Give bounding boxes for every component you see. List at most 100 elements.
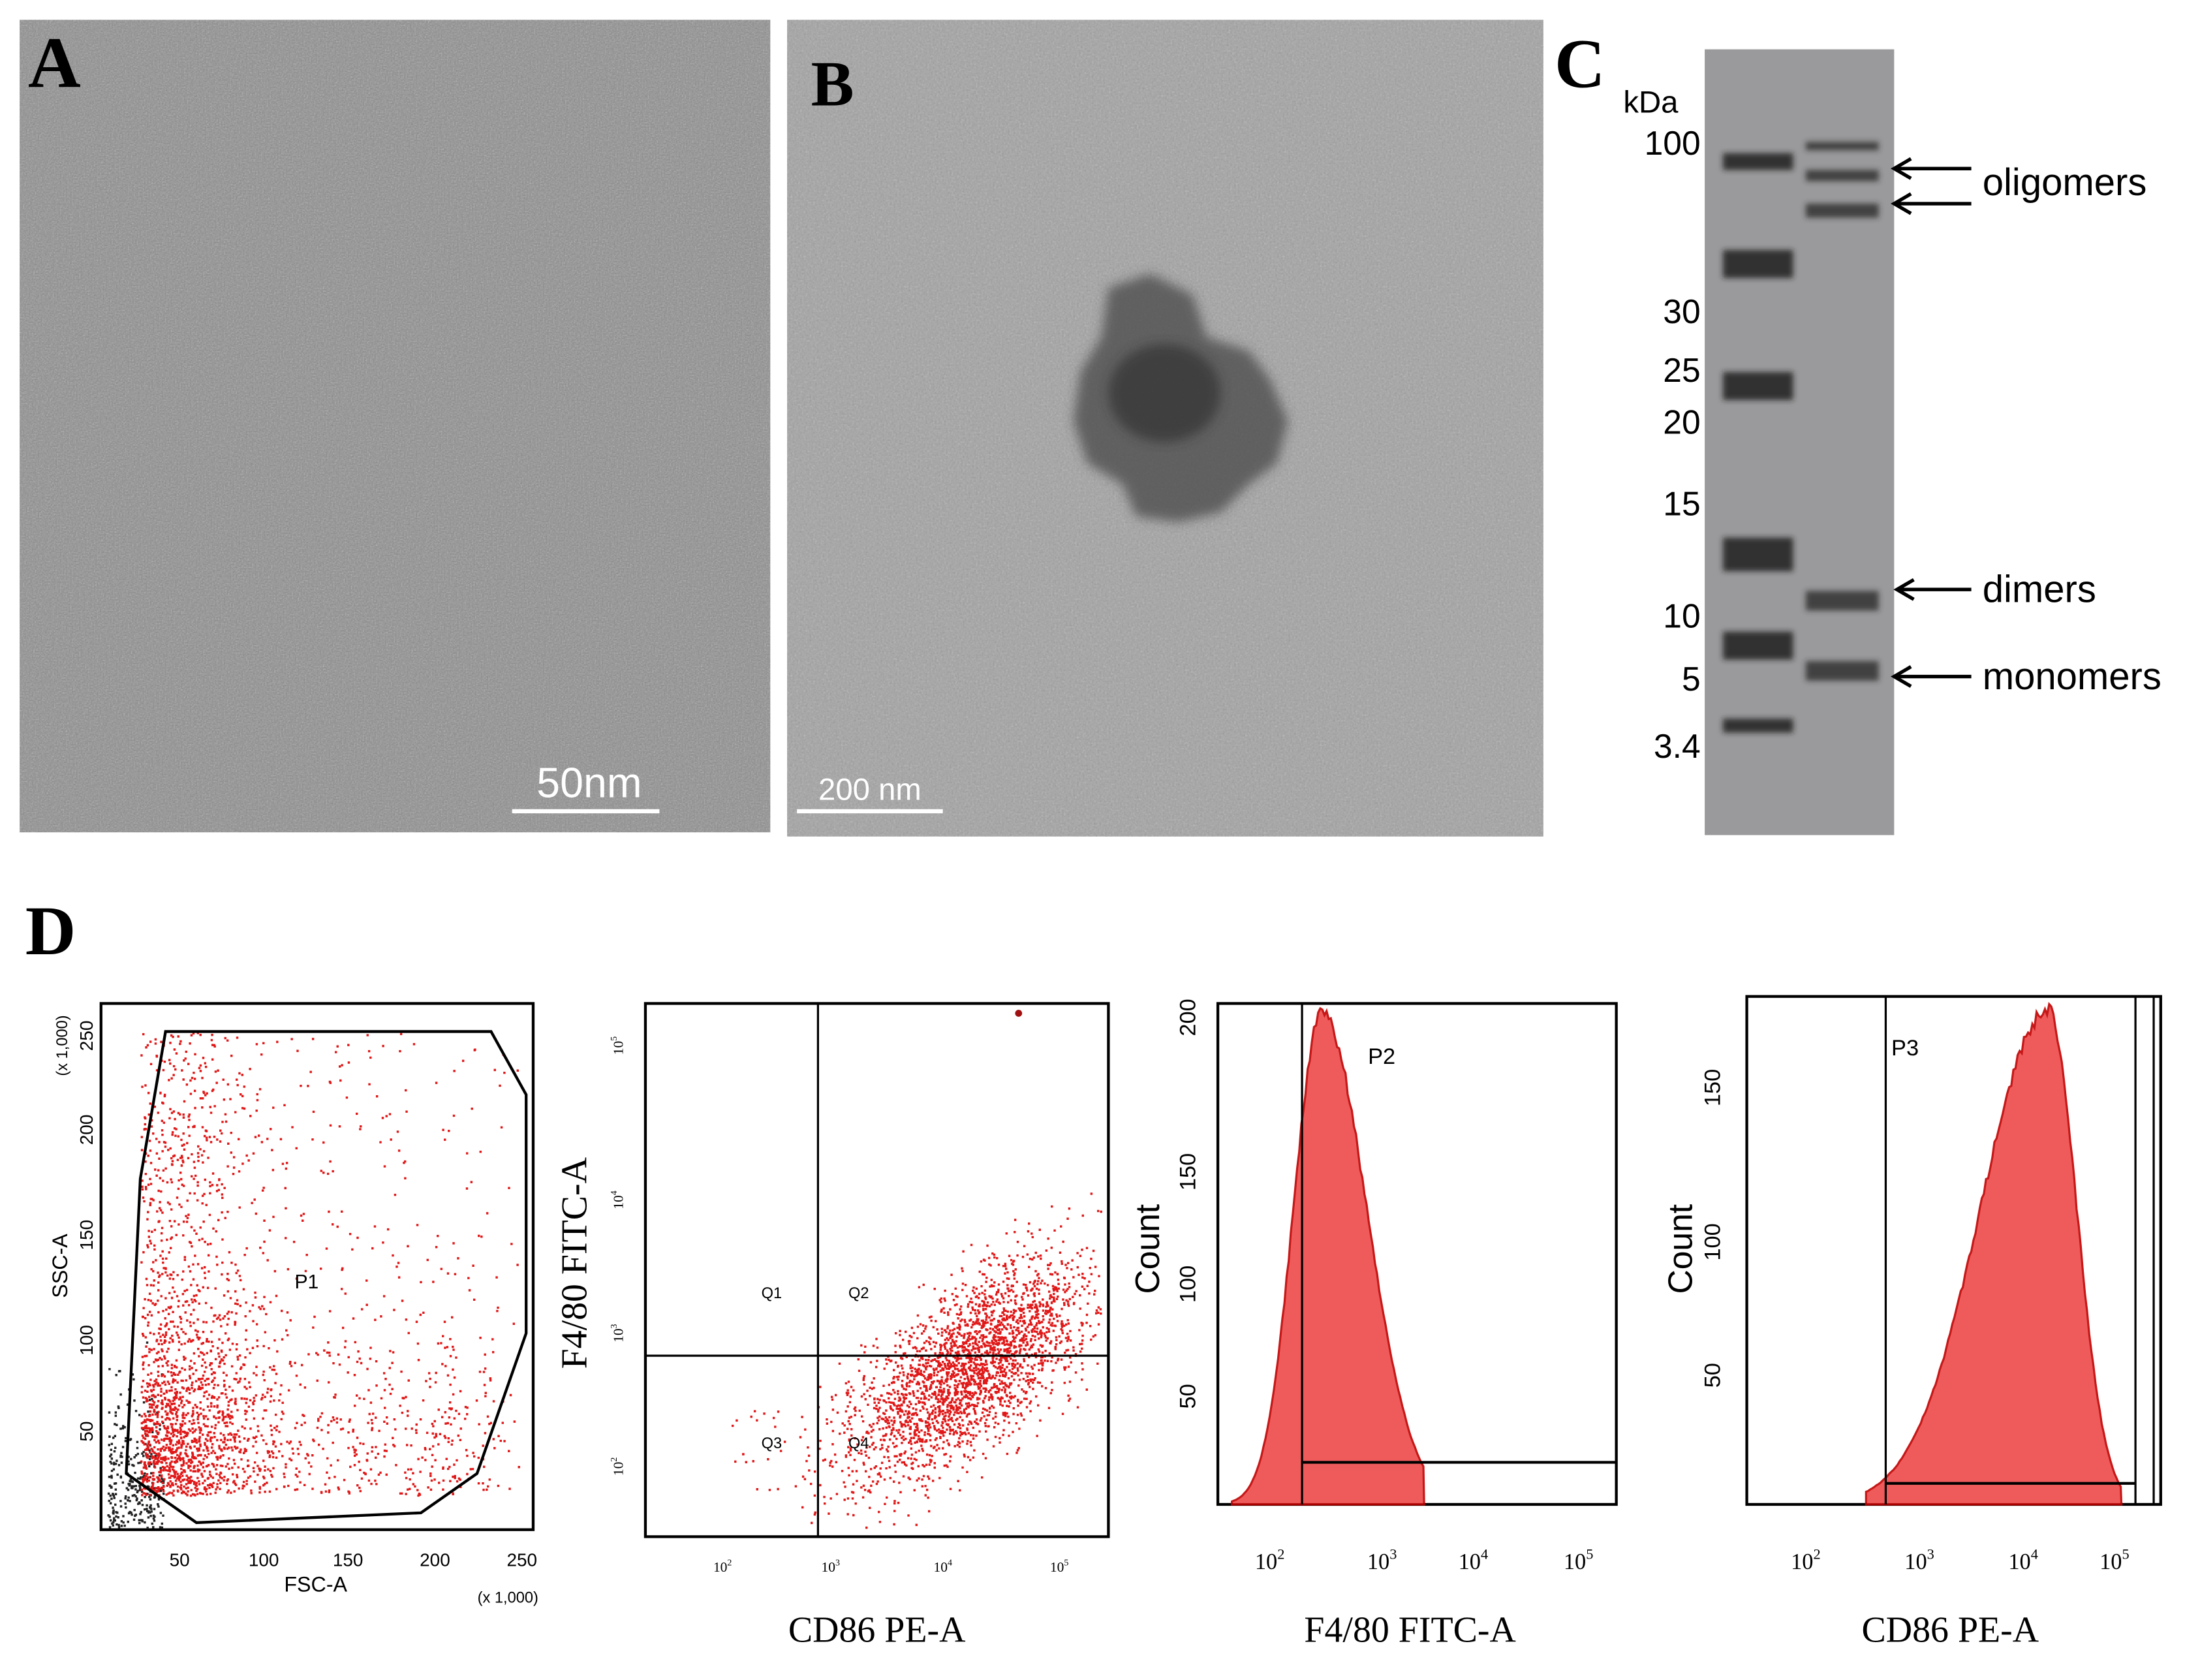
y-tick-label: 100 [1176, 1266, 1201, 1303]
gated-events [140, 1032, 520, 1497]
y-tick-label-base: 10 [611, 1328, 627, 1342]
x-tick-label: 102 [1255, 1546, 1285, 1574]
x-tick-label-base: 10 [933, 1559, 947, 1575]
x-tick-label: 105 [1564, 1546, 1594, 1574]
marker-label: 15 [1663, 484, 1700, 522]
x-tick-label: 150 [333, 1550, 364, 1570]
quadrant-label: Q1 [762, 1285, 782, 1302]
panel-label: C [1555, 25, 1605, 103]
histogram [1865, 1002, 2123, 1506]
y-tick-label: 150 [1701, 1069, 1726, 1106]
marker-band [1723, 153, 1793, 170]
y-axis-label: Count [1662, 1204, 1699, 1294]
marker-label: 100 [1645, 124, 1701, 162]
x-tick-label: 105 [2099, 1546, 2130, 1574]
y-tick-label: 102 [610, 1457, 627, 1476]
y-tick-label: 50 [76, 1422, 97, 1442]
y-tick-label-exp: 2 [610, 1457, 619, 1462]
y-axis-label: Count [1128, 1204, 1166, 1294]
x-axis-label: F4/80 FITC-A [1304, 1610, 1515, 1651]
x-tick-label-base: 10 [713, 1559, 727, 1575]
y-tick-label-exp: 3 [610, 1324, 619, 1328]
y-tick-label-base: 10 [611, 1041, 627, 1055]
x-tick-label-base: 10 [2099, 1549, 2122, 1574]
panel-label: A [28, 23, 81, 104]
x-tick-label-exp: 4 [2031, 1546, 2038, 1562]
x-tick-label-exp: 5 [1586, 1546, 1593, 1562]
x-tick-label-exp: 2 [727, 1558, 732, 1568]
x-tick-label: 105 [1050, 1558, 1068, 1575]
marker-label: 25 [1663, 351, 1700, 389]
y-tick-label: 100 [1701, 1223, 1726, 1260]
gate-label: P3 [1891, 1036, 1919, 1061]
y-tick-label: 250 [76, 1021, 97, 1051]
gate [125, 1030, 528, 1525]
debris-events [107, 1341, 165, 1529]
arrow-head [1890, 665, 1912, 688]
x-tick-label: 103 [821, 1558, 839, 1575]
y-tick-label-exp: 5 [610, 1036, 619, 1041]
y-tick-label: 103 [610, 1324, 627, 1342]
x-tick-label-base: 10 [1904, 1549, 1927, 1574]
sample-band [1805, 142, 1879, 151]
y-tick-label: 100 [76, 1325, 97, 1356]
panel-label: D [25, 892, 76, 970]
x-tick-label-exp: 3 [835, 1558, 840, 1568]
x-tick-label-base: 10 [1459, 1549, 1481, 1574]
x-tick-label: 102 [1791, 1546, 1821, 1574]
sample-band [1805, 591, 1879, 611]
y-tick-label: 50 [1701, 1363, 1726, 1388]
sample-band [1805, 204, 1879, 218]
sample-band [1805, 170, 1879, 181]
sample-band [1805, 661, 1879, 681]
y-tick-label: 200 [76, 1115, 97, 1145]
x-tick-label: 200 [420, 1550, 450, 1570]
x-tick-label: 104 [2008, 1546, 2038, 1574]
y-tick-label: 150 [1176, 1153, 1201, 1190]
x-tick-label: 102 [713, 1558, 732, 1575]
x-tick-label: 100 [249, 1550, 279, 1570]
scale-note: (x 1,000) [54, 1015, 71, 1076]
x-tick-label-base: 10 [2008, 1549, 2030, 1574]
marker-band [1723, 631, 1793, 660]
gate-label: P2 [1368, 1044, 1395, 1069]
marker-band [1723, 537, 1793, 572]
x-tick-label: 104 [1459, 1546, 1489, 1574]
x-tick-label-exp: 5 [1064, 1558, 1068, 1568]
scale-note: (x 1,000) [478, 1589, 538, 1606]
y-tick-label: 200 [1176, 999, 1201, 1036]
histogram [1230, 1006, 1425, 1506]
x-tick-label-exp: 3 [1389, 1546, 1397, 1562]
x-tick-label-base: 10 [1791, 1549, 1813, 1574]
y-tick-label: 50 [1176, 1384, 1201, 1408]
x-axis-label: CD86 PE-A [1862, 1610, 2039, 1651]
arrow-head [1890, 192, 1912, 215]
x-tick-label-exp: 5 [2122, 1546, 2129, 1562]
y-tick-label-exp: 4 [610, 1190, 619, 1195]
x-tick-label-exp: 4 [948, 1558, 952, 1568]
x-tick-label-exp: 2 [1277, 1546, 1284, 1562]
x-tick-label: 104 [933, 1558, 952, 1575]
y-axis-label: SSC-A [48, 1234, 72, 1298]
scale-bar-label: 50nm [536, 759, 642, 806]
plot-frame [99, 1002, 535, 1531]
gate-label: P1 [294, 1271, 318, 1293]
marker-label: 10 [1663, 597, 1700, 634]
y-tick-label-base: 10 [611, 1462, 627, 1476]
x-tick-label-base: 10 [821, 1559, 835, 1575]
marker-label: 30 [1663, 292, 1700, 330]
x-tick-label: 50 [170, 1550, 190, 1570]
annotation: dimers [1983, 568, 2096, 611]
marker-band [1723, 372, 1793, 401]
marker-label: 5 [1682, 660, 1701, 698]
annotation: oligomers [1983, 161, 2147, 204]
x-tick-label-base: 10 [1255, 1549, 1277, 1574]
y-tick-label-base: 10 [611, 1195, 627, 1209]
quadrant-label: Q4 [848, 1435, 869, 1452]
x-tick-label-exp: 2 [1813, 1546, 1820, 1562]
quadrant-label: Q2 [848, 1285, 869, 1302]
x-tick-label-base: 10 [1050, 1559, 1064, 1575]
x-axis-label: CD86 PE-A [788, 1610, 966, 1651]
tem-texture-a [20, 20, 771, 833]
event [1015, 1010, 1023, 1017]
